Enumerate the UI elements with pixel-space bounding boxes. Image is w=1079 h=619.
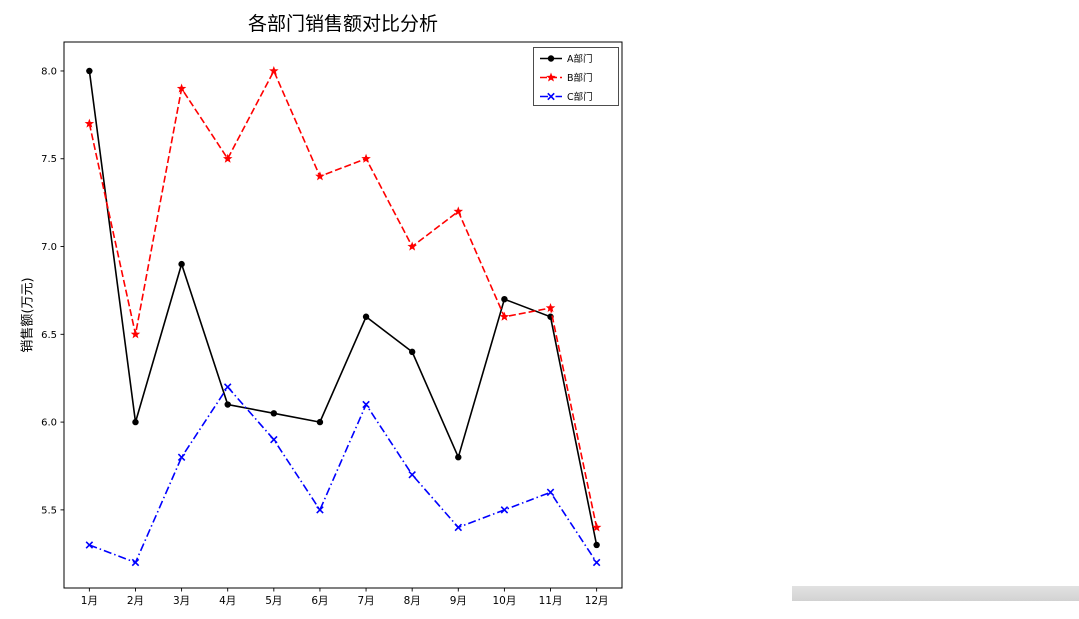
marker-star: [269, 65, 279, 76]
marker-circle: [408, 348, 416, 356]
x-tick-label: 1月: [81, 595, 98, 607]
series-line: [88, 69, 598, 528]
legend-label: C部门: [567, 91, 593, 103]
marker-circle: [316, 418, 324, 426]
marker-circle: [224, 401, 231, 408]
x-tick-label: 11月: [539, 595, 563, 607]
x-tick-label: 7月: [357, 595, 374, 607]
series-0: [86, 67, 600, 549]
legend-entry-0: A部门: [540, 53, 593, 65]
marker-star: [84, 118, 95, 128]
marker-x: [408, 470, 416, 479]
series-line: [89, 385, 598, 564]
x-tick-label: 4月: [219, 595, 236, 607]
marker-x: [454, 523, 463, 532]
x-tick-label: 10月: [492, 595, 516, 607]
x-tick-label: 5月: [265, 595, 282, 607]
marker-star: [499, 311, 510, 321]
marker-star: [222, 153, 233, 163]
legend-entry-1: B部门: [540, 72, 593, 84]
marker-star: [545, 302, 556, 313]
figure: 各部门销售额对比分析 销售额(万元) 5.5 6.0 6.5 7.0 7.5 8.0 1月 2…: [21, 13, 623, 607]
x-tick-label: 6月: [311, 595, 328, 607]
x-tick-label: 9月: [450, 595, 467, 607]
marker-circle: [501, 295, 508, 303]
legend: A部门 B部门 C部门: [533, 47, 619, 106]
marker-x: [131, 558, 140, 567]
marker-star: [407, 241, 417, 251]
marker-x: [316, 506, 324, 514]
marker-x: [270, 435, 278, 444]
series-1: [84, 65, 602, 532]
x-tick-label: 12月: [585, 595, 609, 607]
line-chart: 5.5 6.0 6.5 7.0 7.5 8.0 1月 2月 3月 4月 5月 6月 7月 8月 9月 10月 1…: [41, 41, 623, 607]
chart-title: 各部门销售额对比分析: [247, 13, 438, 35]
marker-x: [500, 506, 509, 514]
marker-x: [546, 488, 555, 497]
marker-circle: [132, 418, 139, 426]
y-tick-label: 6.0: [41, 418, 57, 429]
legend-label: B部门: [567, 72, 593, 84]
marker-x: [85, 541, 94, 549]
y-tick-label: 6.5: [41, 330, 57, 341]
y-tick-label: 7.0: [41, 242, 57, 253]
marker-circle: [86, 67, 93, 75]
marker-circle: [593, 541, 600, 549]
axes-box: [63, 41, 623, 589]
series-line: [88, 70, 598, 546]
marker-x: [362, 400, 370, 409]
marker-star: [315, 171, 325, 181]
marker-star: [591, 522, 602, 532]
marker-circle: [455, 454, 462, 461]
marker-x: [592, 558, 601, 567]
marker-star: [176, 83, 187, 93]
marker-x: [547, 92, 555, 101]
marker-star: [361, 153, 371, 163]
legend-entry-2: C部门: [540, 91, 593, 103]
marker-circle: [362, 313, 370, 320]
x-tick-label: 2月: [127, 595, 144, 607]
x-tick-label: 3月: [173, 595, 190, 607]
series-2: [85, 383, 601, 567]
marker-circle: [270, 410, 278, 417]
marker-star: [130, 329, 141, 339]
marker-star: [546, 72, 556, 82]
x-tick-label: 8月: [404, 595, 421, 607]
y-tick-label: 5.5: [41, 505, 57, 516]
y-tick-label: 7.5: [41, 154, 57, 165]
marker-circle: [178, 260, 185, 268]
y-tick-label: 8.0: [41, 66, 57, 77]
marker-x: [223, 383, 232, 391]
marker-star: [453, 206, 464, 216]
marker-x: [177, 453, 186, 461]
legend-label: A部门: [567, 53, 593, 65]
marker-circle: [547, 55, 555, 62]
bottom-right-strip: [792, 586, 1079, 601]
